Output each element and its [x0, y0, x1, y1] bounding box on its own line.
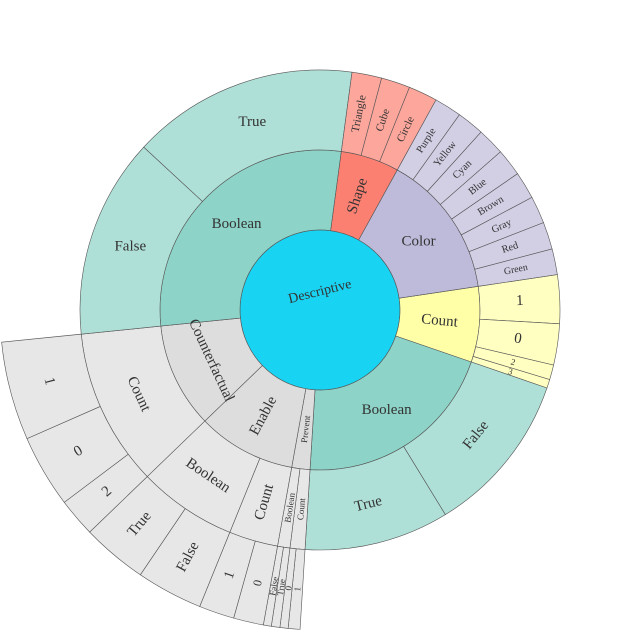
- sunburst-label-descriptive-prevent-2-boolean-1: Boolean: [283, 492, 297, 524]
- sunburst-label-descriptive-prevent-2: Prevent: [299, 414, 312, 443]
- sunburst-label-descriptive-count-0-1-0: 1: [516, 293, 524, 309]
- sunburst-label-descriptive-count-0-3-3: 3: [507, 366, 515, 377]
- sunburst-label-descriptive-color-7-red-6: Red: [500, 240, 520, 256]
- sunburst-label-descriptive-count-0-0-1: 0: [513, 330, 523, 347]
- sunburst-label-descriptive-prevent-2-boolean-1-false-1: False: [267, 576, 280, 596]
- sunburst-slice-descriptive[interactable]: [239, 229, 401, 391]
- sunburst-label-descriptive-prevent-2-count-0-1-0: 1: [292, 586, 302, 591]
- sunburst-slice-descriptive-counterfactual-4-count-0-1-2[interactable]: [1, 333, 101, 439]
- sunburst-label-descriptive-boolean-5-false-0: False: [114, 239, 146, 255]
- sunburst-label-descriptive-count-0: Count: [421, 311, 460, 330]
- sunburst-label-descriptive-count-0-2-2: 2: [510, 357, 517, 368]
- sunburst-label-descriptive-boolean-1: Boolean: [362, 402, 412, 418]
- sunburst-slice-descriptive-color-7-green-7[interactable]: [474, 248, 558, 287]
- sunburst-label-descriptive-counterfactual-4-count-0-1-2: 1: [41, 376, 58, 387]
- sunburst-label-descriptive-prevent-2-boolean-1-true-0: True: [275, 578, 287, 596]
- sunburst-label-descriptive-prevent-2-count-0-0-1: 0: [283, 585, 293, 591]
- sunburst-label-descriptive-boolean-1-true-1: True: [353, 493, 384, 515]
- sunburst-label-descriptive-color-7: Color: [401, 234, 435, 250]
- sunburst-label-descriptive-enable-3-count-0-0-0: 0: [250, 578, 265, 587]
- sunburst-label-descriptive-boolean-5: Boolean: [212, 216, 262, 232]
- sunburst-label-descriptive-enable-3-count-0-1-1: 1: [221, 569, 238, 581]
- sunburst-label-descriptive-color-7-green-7: Green: [503, 262, 529, 278]
- sunburst-label-descriptive-boolean-5-true-1: True: [238, 114, 266, 130]
- sunburst-label-descriptive-prevent-2-count-0: Count: [295, 497, 307, 520]
